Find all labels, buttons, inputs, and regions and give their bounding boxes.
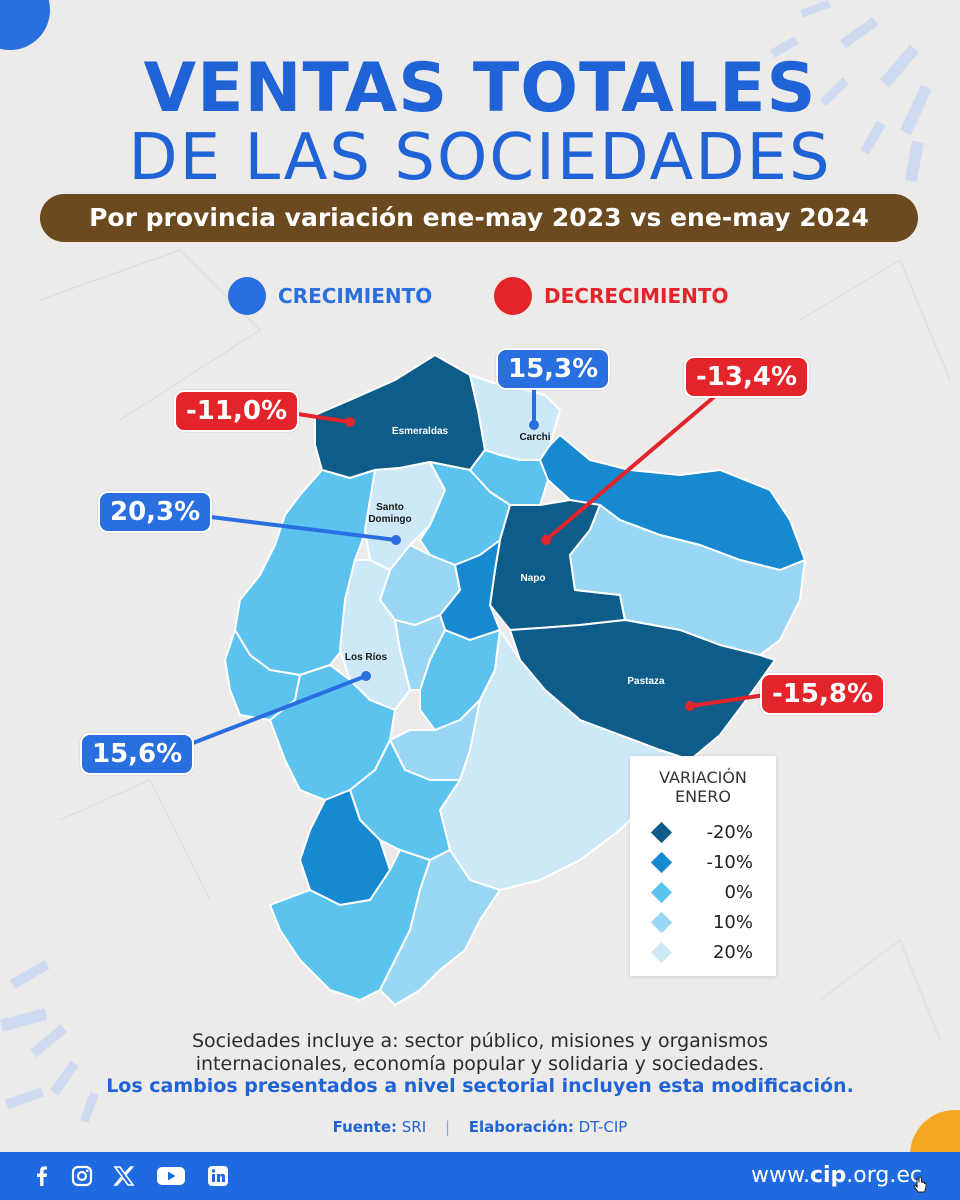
cursor-hand-icon xyxy=(913,1176,927,1193)
legend-swatch xyxy=(650,911,673,933)
website-brand: cip xyxy=(809,1163,847,1188)
legend-swatch xyxy=(650,881,673,903)
website-suffix: .org.ec xyxy=(846,1163,922,1188)
legend-title: VARIACIÓN ENERO xyxy=(630,768,776,806)
title-line-2: DE LAS SOCIEDADES xyxy=(128,121,832,195)
label-los-rios: Los Ríos xyxy=(344,652,388,663)
legend-item-label: -20% xyxy=(706,821,753,843)
elaboration-label: Elaboración: xyxy=(468,1118,574,1136)
callout-santo-domingo: 20,3% xyxy=(98,491,213,533)
note-line-1: Sociedades incluye a: sector público, mi… xyxy=(191,1030,769,1052)
x-icon[interactable] xyxy=(112,1164,136,1188)
province-zamora-chinchipe xyxy=(379,849,501,1006)
title-line-1: VENTAS TOTALES xyxy=(143,49,817,128)
legend-title-line-1: VARIACIÓN xyxy=(659,768,747,787)
marker-pastaza xyxy=(685,701,695,711)
legend-swatch xyxy=(650,851,673,873)
marker-los-rios xyxy=(361,671,371,681)
decorative-rays-top-right xyxy=(770,0,933,183)
source-line: Fuente: SRI | Elaboración: DT-CIP xyxy=(0,1118,960,1136)
website-prefix: www. xyxy=(751,1163,810,1188)
label-santo-domingo-1: Santo xyxy=(376,502,404,513)
note-bold: Los cambios presentados a nivel sectoria… xyxy=(106,1075,854,1097)
source-label: Fuente: xyxy=(332,1118,397,1136)
legend-item-label: 10% xyxy=(712,911,753,933)
legend-item: 20% xyxy=(650,938,753,966)
leader-napo xyxy=(544,383,730,542)
legend-item-label: -10% xyxy=(706,851,753,873)
growth-label: CRECIMIENTO xyxy=(278,284,433,308)
label-pastaza: Pastaza xyxy=(627,676,665,687)
legend-growth: CRECIMIENTO xyxy=(228,276,432,316)
linkedin-icon[interactable] xyxy=(206,1164,230,1188)
variation-legend: VARIACIÓN ENERO -20% -10% 0% 10% 20% xyxy=(630,756,776,976)
label-esmeraldas: Esmeraldas xyxy=(391,426,449,437)
callout-carchi: 15,3% xyxy=(496,348,611,390)
province-esmeraldas xyxy=(314,354,486,479)
leader-santo-domingo xyxy=(193,513,398,542)
youtube-icon[interactable] xyxy=(156,1164,186,1188)
legend-item: -20% xyxy=(650,818,753,846)
growth-dot xyxy=(228,277,266,315)
decline-label: DECRECIMIENTO xyxy=(544,284,729,308)
leader-pastaza xyxy=(688,693,767,708)
decline-dot xyxy=(494,277,532,315)
legend-item: -10% xyxy=(650,848,753,876)
website-link[interactable]: www.cip.org.ec xyxy=(751,1162,922,1190)
instagram-icon[interactable] xyxy=(70,1164,94,1188)
legend-decline: DECRECIMIENTO xyxy=(494,276,729,316)
label-napo: Napo xyxy=(520,573,546,584)
subtitle-bar: Por provincia variación ene-may 2023 vs … xyxy=(40,194,918,242)
decorative-rays-bottom-left xyxy=(0,959,99,1124)
label-santo-domingo-2: Domingo xyxy=(368,514,412,525)
marker-napo xyxy=(541,535,551,545)
note-line-2: internacionales, economía popular y soli… xyxy=(195,1053,765,1075)
marker-esmeraldas xyxy=(345,417,355,427)
legend-title-line-2: ENERO xyxy=(675,787,731,806)
callout-napo: -13,4% xyxy=(684,356,809,398)
source-value: SRI xyxy=(401,1118,427,1136)
callout-pastaza: -15,8% xyxy=(760,673,885,715)
note-text: Sociedades incluye a: sector público, mi… xyxy=(0,1030,960,1076)
callout-esmeraldas: -11,0% xyxy=(174,390,299,432)
legend-item-label: 20% xyxy=(712,941,753,963)
legend-swatch xyxy=(650,941,673,963)
elaboration-value: DT-CIP xyxy=(578,1118,628,1136)
facebook-icon[interactable] xyxy=(30,1164,54,1188)
legend-item: 0% xyxy=(650,878,753,906)
footer-bar: www.cip.org.ec xyxy=(0,1152,960,1200)
legend-item-label: 0% xyxy=(724,881,753,903)
marker-santo-domingo xyxy=(391,535,401,545)
province-orellana xyxy=(569,504,806,656)
callout-los-rios: 15,6% xyxy=(80,733,195,775)
source-separator: | xyxy=(444,1118,450,1136)
leader-los-rios xyxy=(178,674,368,750)
marker-carchi xyxy=(529,420,539,430)
legend-swatch xyxy=(650,821,673,843)
legend-item: 10% xyxy=(650,908,753,936)
label-carchi: Carchi xyxy=(519,432,551,443)
